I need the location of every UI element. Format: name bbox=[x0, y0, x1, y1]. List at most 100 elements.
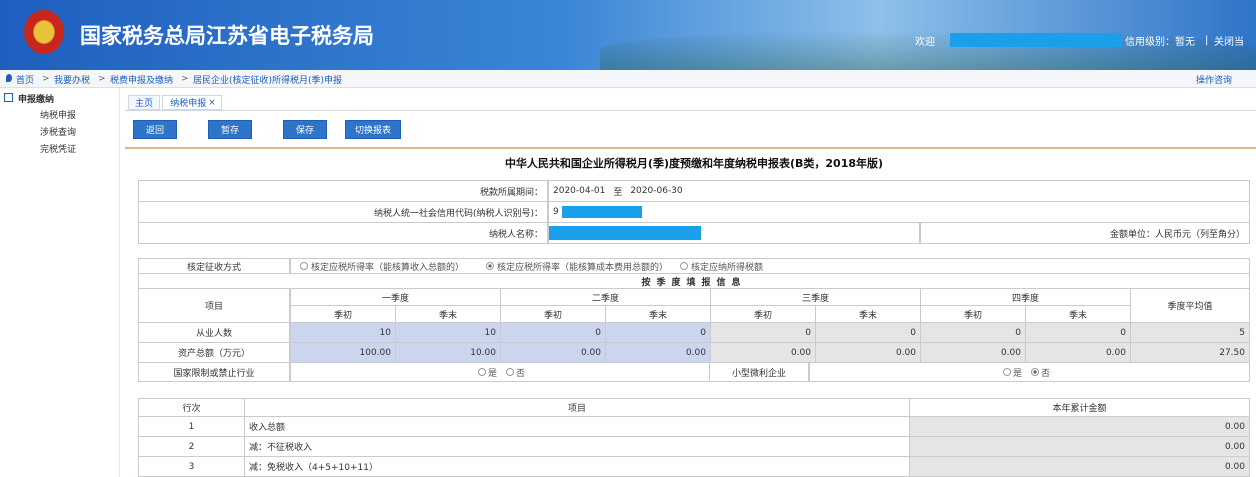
header: 本年累计金额 bbox=[909, 398, 1250, 417]
radio-label: 是 bbox=[488, 362, 502, 382]
radio-label: 否 bbox=[1041, 362, 1055, 382]
value: 0.00 bbox=[500, 342, 606, 363]
cell: 减：免税收入（4+5+10+11） bbox=[244, 456, 910, 477]
header: 四季度 bbox=[920, 288, 1131, 306]
radio[interactable] bbox=[680, 262, 688, 270]
value: 10.00 bbox=[395, 342, 501, 363]
unit: 金额单位：人民币元（列至角分） bbox=[920, 222, 1250, 244]
cell: 0.00 bbox=[909, 436, 1250, 457]
period-part: 2020-06-30 bbox=[630, 186, 682, 196]
cell: 2 bbox=[138, 436, 245, 457]
header: 季末 bbox=[605, 305, 711, 323]
period-part: 2020-04-01 bbox=[553, 186, 605, 196]
value: 0 bbox=[1025, 322, 1131, 343]
radio-label: 核定应税所得率（能核算收入总额的） bbox=[311, 258, 501, 274]
header: 季末 bbox=[395, 305, 501, 323]
tab-label: 纳税申报 bbox=[170, 96, 206, 109]
page: 国家税务总局江苏省电子税务局欢迎信用级别：暂无|关闭当首页>我要办税>税费申报及… bbox=[0, 0, 1256, 477]
breadcrumb-item[interactable]: 居民企业(核定征收)所得税月(季)申报 bbox=[193, 70, 372, 88]
cell: 3 bbox=[138, 456, 245, 477]
button[interactable]: 暂存 bbox=[208, 120, 252, 139]
sidebar-item[interactable]: 纳税申报 bbox=[40, 106, 110, 122]
value: 100.00 bbox=[290, 342, 396, 363]
value: 5 bbox=[1130, 322, 1250, 343]
header: 项目 bbox=[138, 288, 290, 323]
radio[interactable] bbox=[300, 262, 308, 270]
value: 10 bbox=[395, 322, 501, 343]
radio-label: 否 bbox=[516, 362, 530, 382]
cell: 减：不征税收入 bbox=[244, 436, 910, 457]
value: 0 bbox=[920, 322, 1026, 343]
value: 0.00 bbox=[815, 342, 921, 363]
header: 季末 bbox=[1025, 305, 1131, 323]
radio[interactable] bbox=[1031, 368, 1039, 376]
value: 10 bbox=[290, 322, 396, 343]
button[interactable]: 返回 bbox=[133, 120, 177, 139]
breadcrumb-item[interactable]: 税费申报及缴纳 bbox=[110, 70, 181, 88]
value: 0.00 bbox=[1025, 342, 1131, 363]
row-label: 小型微利企业 bbox=[709, 362, 809, 382]
row-label: 从业人数 bbox=[138, 322, 290, 343]
tab[interactable]: 主页 bbox=[128, 95, 160, 110]
breadcrumb-separator: > bbox=[42, 70, 54, 88]
header: 一季度 bbox=[290, 288, 501, 306]
breadcrumb-separator: > bbox=[98, 70, 110, 88]
header: 季度平均值 bbox=[1130, 288, 1250, 323]
label: 税款所属期间： bbox=[138, 180, 548, 202]
cell: 0.00 bbox=[909, 416, 1250, 437]
value: 0.00 bbox=[920, 342, 1026, 363]
redacted bbox=[562, 206, 642, 218]
sidebar-item[interactable]: 涉税查询 bbox=[40, 123, 110, 139]
breadcrumb-item[interactable]: 首页 bbox=[16, 70, 42, 88]
sidebar-item[interactable]: 完税凭证 bbox=[40, 140, 110, 156]
sidebar-title: 申报缴纳 bbox=[18, 90, 108, 106]
breadcrumb-separator: > bbox=[181, 70, 193, 88]
value: 9 bbox=[548, 201, 1250, 223]
redacted-user bbox=[950, 33, 1122, 47]
tab-line bbox=[125, 110, 1256, 111]
radio[interactable] bbox=[506, 368, 514, 376]
separator bbox=[125, 147, 1256, 149]
help-link[interactable]: 操作咨询 bbox=[1196, 70, 1256, 88]
form-title: 中华人民共和国企业所得税月(季)度预缴和年度纳税申报表(B类，2018年版) bbox=[138, 153, 1250, 173]
value: 0.00 bbox=[710, 342, 816, 363]
row-label: 资产总额（万元） bbox=[138, 342, 290, 363]
header: 季初 bbox=[920, 305, 1026, 323]
tab[interactable]: 纳税申报× bbox=[162, 95, 222, 110]
sidebar-icon bbox=[4, 93, 13, 102]
button[interactable]: 切换报表 bbox=[345, 120, 401, 139]
radio-label: 核定应税所得率（能核算成本费用总额的） bbox=[497, 258, 687, 274]
radio[interactable] bbox=[478, 368, 486, 376]
cell: 0.00 bbox=[909, 456, 1250, 477]
header: 季末 bbox=[815, 305, 921, 323]
breadcrumb-item[interactable]: 我要办税 bbox=[54, 70, 98, 88]
site-title: 国家税务总局江苏省电子税务局 bbox=[80, 22, 400, 48]
row-label: 国家限制或禁止行业 bbox=[138, 362, 290, 382]
redacted bbox=[549, 226, 701, 240]
value: 0.00 bbox=[605, 342, 711, 363]
credit-level: 信用级别：暂无 bbox=[1125, 32, 1205, 48]
value: 0 bbox=[815, 322, 921, 343]
header: 项目 bbox=[244, 398, 910, 417]
radio-label: 是 bbox=[1013, 362, 1027, 382]
header: 行次 bbox=[138, 398, 245, 417]
button[interactable]: 保存 bbox=[283, 120, 327, 139]
location-icon bbox=[6, 74, 12, 82]
tab-close[interactable]: × bbox=[208, 98, 216, 108]
header: 季初 bbox=[500, 305, 606, 323]
value: 0 bbox=[605, 322, 711, 343]
radio[interactable] bbox=[1003, 368, 1011, 376]
header: 三季度 bbox=[710, 288, 921, 306]
period-part: 至 bbox=[613, 185, 622, 198]
header: 二季度 bbox=[500, 288, 711, 306]
radio-label: 核定应纳所得税额 bbox=[691, 258, 881, 274]
label: 核定征收方式 bbox=[138, 258, 290, 274]
label: 纳税人名称： bbox=[138, 222, 548, 244]
cell: 收入总额 bbox=[244, 416, 910, 437]
header: 季初 bbox=[290, 305, 396, 323]
value: 0 bbox=[500, 322, 606, 343]
welcome: 欢迎 bbox=[915, 32, 949, 48]
close-link[interactable]: 关闭当 bbox=[1214, 32, 1256, 48]
header: 季初 bbox=[710, 305, 816, 323]
radio[interactable] bbox=[486, 262, 494, 270]
